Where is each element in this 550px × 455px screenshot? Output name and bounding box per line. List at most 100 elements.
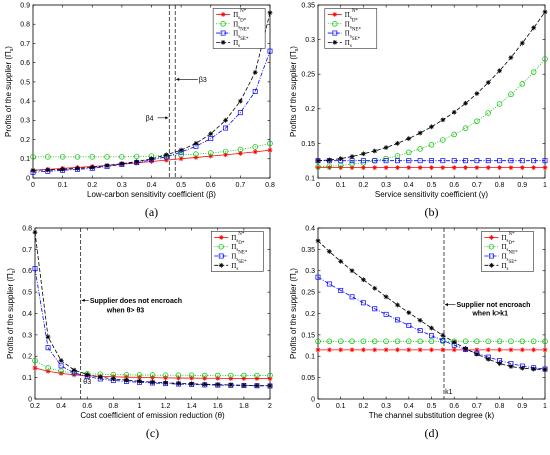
data-point [149, 159, 154, 164]
annotation-text: θ3 [83, 379, 91, 386]
annotation-arrowhead [165, 116, 169, 120]
data-point [74, 154, 81, 160]
x-tick-label: 0.5 [427, 403, 437, 410]
y-tick-label: 0.6 [20, 60, 30, 67]
data-point [519, 81, 526, 87]
x-tick-label: 0.7 [472, 403, 482, 410]
data-point [59, 154, 66, 160]
x-tick-label: 0.8 [495, 182, 505, 189]
data-point [531, 347, 537, 353]
x-tick-label: 0.4 [404, 403, 414, 410]
data-point [136, 372, 143, 378]
data-point [176, 380, 182, 386]
data-point [361, 165, 366, 171]
data-point [254, 372, 260, 379]
data-point [315, 347, 321, 353]
data-point [406, 323, 412, 328]
legend-entry: ΠsSE* [501, 260, 517, 272]
legend-entry: ΠsNE* [233, 28, 250, 40]
data-point [75, 165, 80, 171]
data-point [497, 347, 502, 353]
data-point [32, 266, 38, 272]
data-point [395, 302, 400, 308]
data-point [406, 338, 412, 345]
data-point [188, 372, 195, 379]
data-point [32, 229, 38, 235]
legend-box [324, 8, 378, 49]
data-point [383, 338, 389, 345]
data-point [485, 165, 491, 171]
y-tick-label: 0.25 [301, 72, 315, 79]
data-point [508, 55, 514, 60]
data-point [508, 364, 514, 369]
legend-swatch-marker [220, 30, 226, 36]
x-tick-label: 0.4 [404, 182, 414, 189]
legend-swatch-marker [220, 39, 226, 45]
data-point [485, 80, 491, 85]
data-point [360, 158, 366, 164]
data-point [237, 146, 244, 153]
x-axis-label: Cost coefficient of emission reduction (… [80, 411, 225, 420]
series-line [34, 360, 270, 376]
x-tick-label: 0.9 [517, 182, 527, 189]
data-point [163, 152, 169, 158]
legend-swatch-marker [218, 243, 225, 250]
data-point [485, 347, 491, 353]
data-point [178, 147, 184, 153]
x-tick-label: 0.2 [30, 403, 40, 410]
data-point [474, 91, 480, 96]
x-tick-label: 1.2 [161, 403, 171, 410]
data-point [361, 347, 366, 353]
data-point [383, 347, 389, 353]
data-point [254, 383, 260, 388]
y-tick-label: 0.8 [22, 225, 32, 232]
legend: ΠsN*ΠsD*ΠsNE*ΠsSE* [212, 8, 266, 49]
data-point [97, 374, 103, 380]
chart-panel-c: 0.2 0.4 0.6 0.8 1 1.2 1.4 1.6 1.8 2 0 0.1 0.2 0.3 0.4 0… [6, 225, 273, 440]
data-point [395, 141, 400, 146]
annotation-text: when k>k1 [471, 311, 508, 318]
data-point [30, 167, 36, 173]
data-point [417, 338, 423, 345]
y-tick-label: 0.4 [22, 311, 32, 318]
data-point [417, 317, 423, 323]
data-point [542, 56, 548, 62]
legend-swatch-marker [332, 30, 338, 36]
data-point [395, 347, 400, 353]
legend-swatch-marker [220, 21, 226, 27]
data-point [237, 150, 243, 156]
data-point [395, 317, 400, 323]
legend-entry: ΠsSE* [345, 37, 361, 49]
data-point [193, 155, 199, 160]
y-tick-label: 0.1 [305, 175, 315, 182]
x-tick-label: 1 [543, 182, 547, 189]
data-point [267, 376, 273, 382]
legend-box [481, 231, 534, 272]
x-tick-label: 0 [316, 182, 320, 189]
y-tick-label: 0.3 [305, 37, 315, 44]
chart-panel-d: 0 0.1 0.2 0.3 0.4 0.5 0.6 0.7 0.8 0.9 1 0 0.05 0.1 0.1… [289, 225, 548, 440]
data-point [149, 156, 154, 162]
y-tick-label: 0.4 [305, 225, 315, 232]
x-tick-label: 0.4 [147, 182, 157, 189]
data-point [372, 347, 378, 353]
data-point [215, 375, 221, 381]
data-point [241, 372, 247, 379]
legend-entry: ΠsNE* [345, 28, 362, 40]
legend: ΠsN*ΠsD*ΠsNE*ΠsSE* [481, 231, 534, 272]
x-tick-label: 0.2 [87, 182, 97, 189]
data-point [440, 337, 446, 343]
legend-box [211, 231, 264, 272]
y-tick-label: 0.4 [20, 99, 30, 106]
data-point [104, 163, 110, 168]
y-tick-label: 0.8 [20, 22, 30, 29]
data-point [315, 338, 321, 345]
series-line [317, 58, 546, 168]
data-point [542, 338, 548, 345]
data-point [267, 383, 273, 389]
data-point [208, 131, 214, 137]
legend-entry: ΠsNE* [231, 251, 248, 263]
data-point [360, 338, 367, 345]
x-axis-label: Low-carbon sensitivity coefficient (β) [87, 190, 216, 199]
data-point [45, 154, 51, 160]
